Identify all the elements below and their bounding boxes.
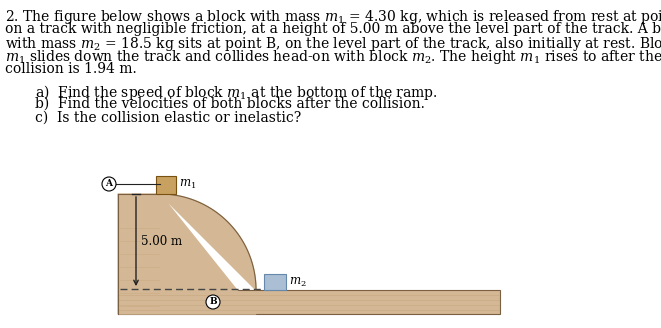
Text: b)  Find the velocities of both blocks after the collision.: b) Find the velocities of both blocks af… — [35, 97, 425, 111]
Text: with mass $m_2$ = 18.5 kg sits at point B, on the level part of the track, also : with mass $m_2$ = 18.5 kg sits at point … — [5, 35, 661, 53]
Text: B: B — [209, 297, 217, 306]
Text: $m_2$: $m_2$ — [289, 276, 307, 289]
Text: 5.00 m: 5.00 m — [141, 235, 182, 248]
Text: a)  Find the speed of block $m_1$ at the bottom of the ramp.: a) Find the speed of block $m_1$ at the … — [35, 84, 438, 102]
Bar — [156, 176, 176, 194]
Text: collision is 1.94 m.: collision is 1.94 m. — [5, 62, 137, 76]
Text: $m_1$: $m_1$ — [179, 178, 196, 191]
Bar — [118, 290, 500, 314]
Circle shape — [206, 295, 220, 309]
Text: on a track with negligible friction, at a height of 5.00 m above the level part : on a track with negligible friction, at … — [5, 22, 661, 35]
Text: A: A — [106, 179, 112, 189]
Circle shape — [102, 177, 116, 191]
Text: $m_1$ slides down the track and collides head-on with block $m_2$. The height $m: $m_1$ slides down the track and collides… — [5, 49, 661, 67]
Text: c)  Is the collision elastic or inelastic?: c) Is the collision elastic or inelastic… — [35, 111, 301, 125]
Polygon shape — [118, 194, 256, 314]
Text: 2. The figure below shows a block with mass $m_1$ = 4.30 kg, which is released f: 2. The figure below shows a block with m… — [5, 8, 661, 26]
Bar — [264, 274, 286, 290]
